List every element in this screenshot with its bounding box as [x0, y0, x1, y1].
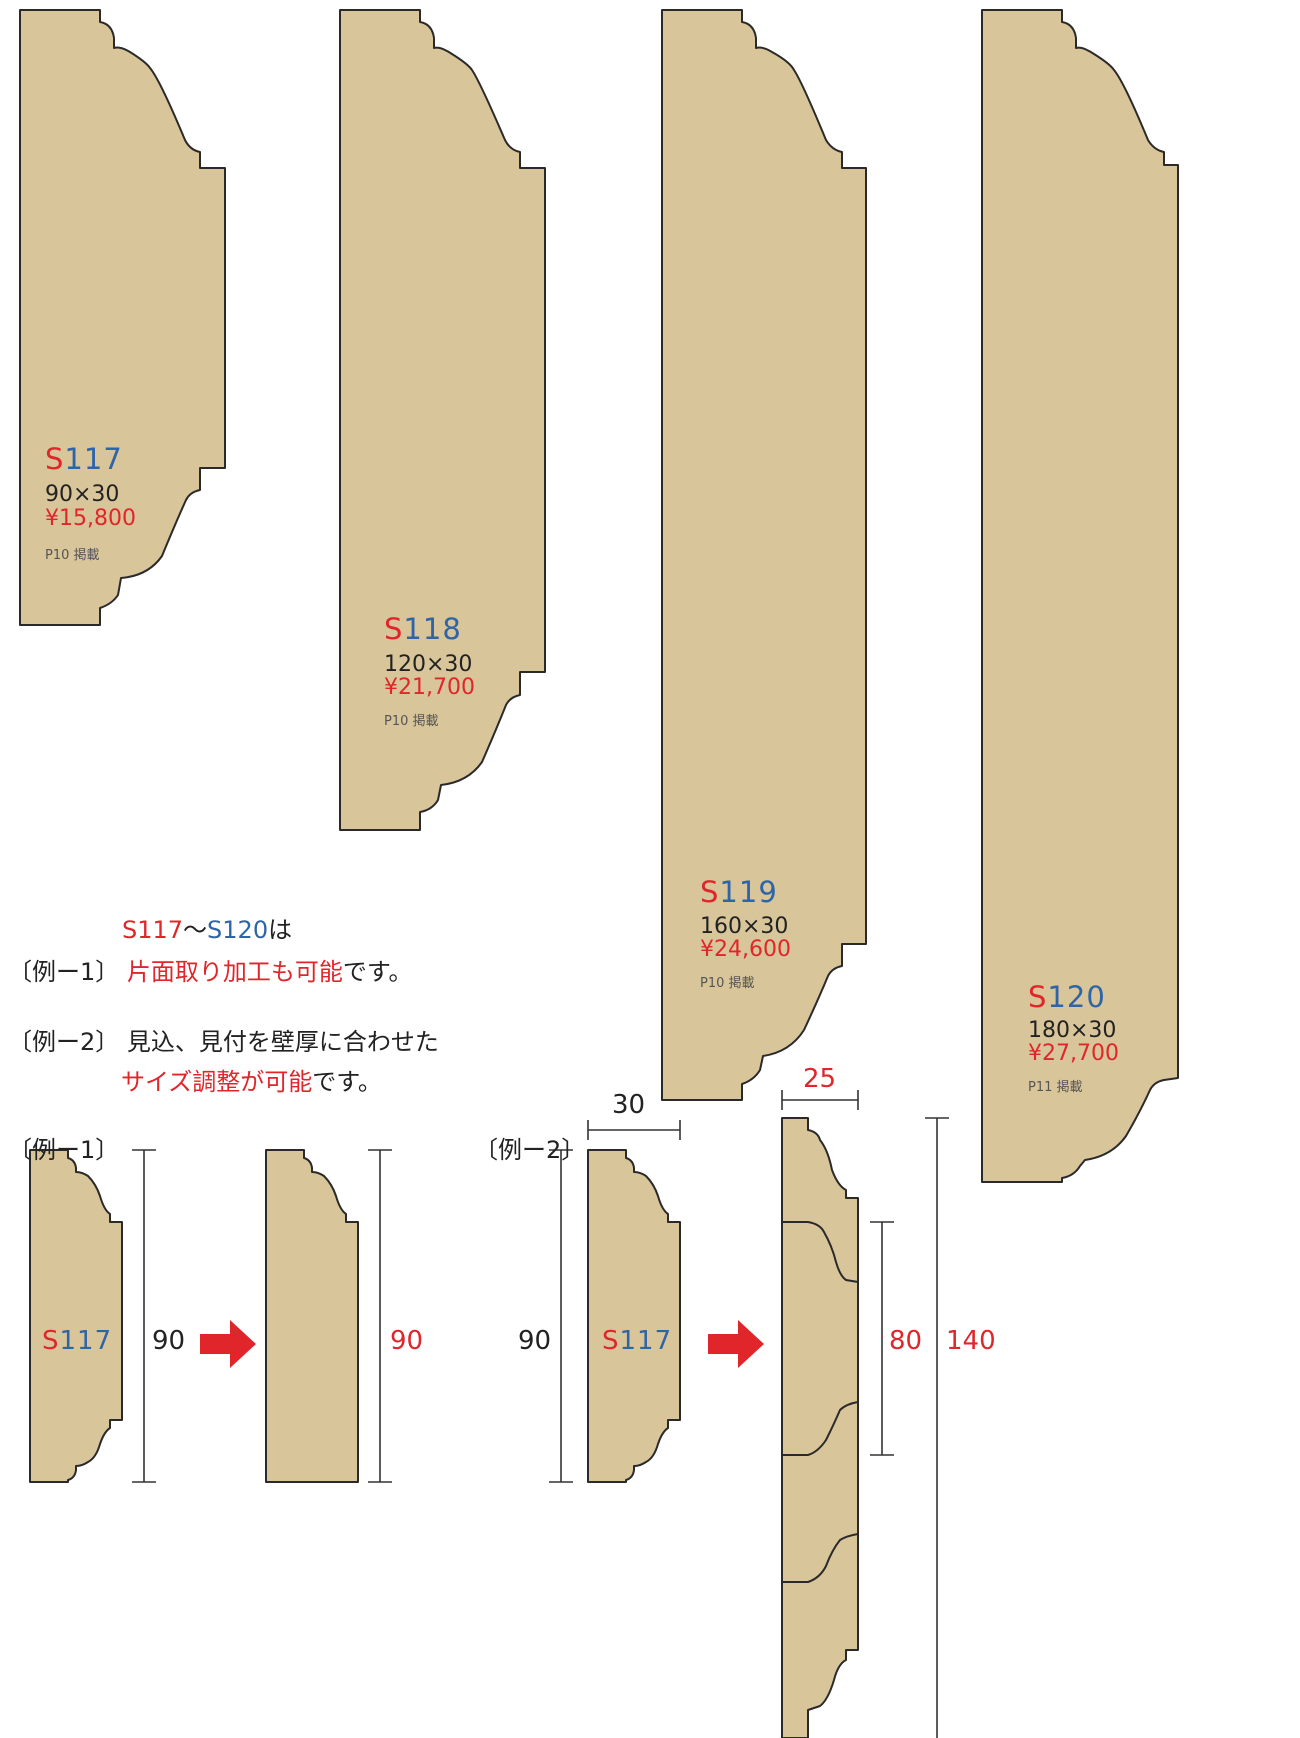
example2-height-inner: 80	[889, 1326, 923, 1356]
s118-price: ¥21,700	[384, 675, 475, 700]
s117-size: 90×30	[45, 482, 120, 507]
s120-page: P11 掲載	[1028, 1080, 1083, 1095]
s119-code: S119	[700, 875, 778, 909]
example2-heading: 〔例ー2〕	[474, 1136, 586, 1164]
example2-part-code: S117	[602, 1326, 673, 1356]
note-range: S117〜S120は	[122, 916, 293, 944]
s120-size: 180×30	[1028, 1018, 1117, 1043]
s119-page: P10 掲載	[700, 976, 755, 991]
profile-s120	[981, 9, 1179, 1183]
note-example2-line2: サイズ調整が可能です。	[121, 1068, 382, 1096]
s119-price: ¥24,600	[700, 937, 791, 962]
s118-code: S118	[384, 612, 462, 646]
example1-height-after: 90	[390, 1326, 424, 1356]
s118-size: 120×30	[384, 652, 473, 677]
profile-s117	[19, 9, 226, 626]
example2-seam-bottom	[782, 1401, 859, 1456]
s117-code: S117	[45, 442, 123, 476]
note-example1: 〔例ー1〕 片面取り加工も可能です。	[8, 958, 413, 986]
example1-heading: 〔例ー1〕	[8, 1136, 120, 1164]
s120-code: S120	[1028, 980, 1106, 1014]
example1-part-code: S117	[42, 1326, 113, 1356]
example1-profile-before	[29, 1149, 123, 1483]
example2-seam-top	[782, 1221, 859, 1283]
s117-price: ¥15,800	[45, 506, 136, 531]
profile-s118	[339, 9, 546, 831]
profile-s119	[661, 9, 867, 1101]
s119-size: 160×30	[700, 914, 789, 939]
example1-profile-after	[265, 1149, 359, 1483]
example2-profile-after	[781, 1117, 859, 1738]
example2-width-before: 30	[612, 1090, 646, 1120]
example2-seam-mid	[782, 1533, 859, 1583]
example2-height-total: 140	[946, 1326, 996, 1356]
example2-width-after: 25	[803, 1064, 837, 1094]
note-example2-line1: 〔例ー2〕 見込、見付を壁厚に合わせた	[8, 1028, 439, 1056]
s120-price: ¥27,700	[1028, 1041, 1119, 1066]
example2-height-before: 90	[518, 1326, 552, 1356]
ex1-arrow-icon	[200, 1320, 256, 1368]
example2-profile-before	[587, 1149, 681, 1483]
example1-height-before: 90	[152, 1326, 186, 1356]
s118-page: P10 掲載	[384, 714, 439, 729]
s117-page: P10 掲載	[45, 548, 100, 563]
ex2-arrow-icon	[708, 1320, 764, 1368]
